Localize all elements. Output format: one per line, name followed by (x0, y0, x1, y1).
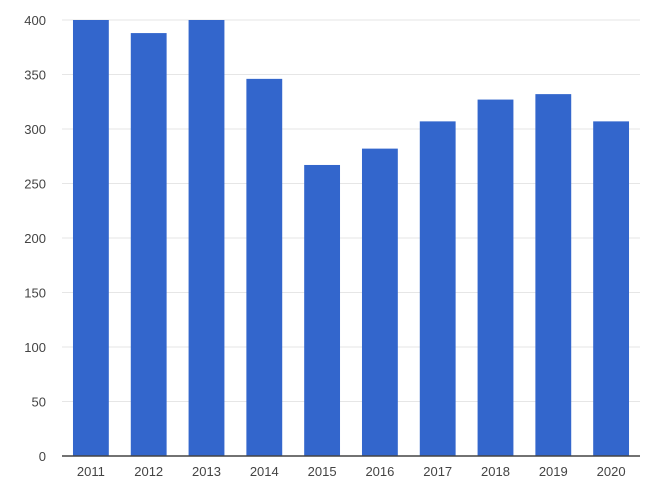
y-tick-label: 150 (24, 286, 46, 301)
x-tick-label: 2018 (481, 464, 510, 479)
y-tick-label: 200 (24, 231, 46, 246)
bar-2014 (246, 78, 283, 457)
x-axis-tick-labels: 2011 2012 2013 2014 2015 2016 2017 2018 2019 2020 (77, 464, 626, 479)
bar-2011 (72, 20, 109, 456)
bar-2020 (593, 121, 630, 457)
y-tick-label: 300 (24, 122, 46, 137)
bar-2019 (535, 94, 572, 457)
x-tick-label: 2016 (365, 464, 394, 479)
y-tick-label: 350 (24, 68, 46, 83)
x-tick-label: 2014 (250, 464, 279, 479)
y-tick-label: 0 (39, 449, 46, 464)
bar-2017 (419, 121, 456, 457)
x-tick-label: 2011 (77, 464, 105, 479)
bars (72, 20, 630, 457)
y-tick-label: 100 (24, 340, 46, 355)
bar-2015 (304, 164, 341, 456)
bar-2013 (188, 20, 225, 456)
y-tick-label: 250 (24, 177, 46, 192)
y-tick-label: 400 (24, 13, 46, 28)
bar-2016 (361, 148, 398, 456)
x-tick-label: 2012 (134, 464, 163, 479)
x-tick-label: 2015 (308, 464, 337, 479)
x-tick-label: 2020 (597, 464, 626, 479)
x-tick-label: 2013 (192, 464, 221, 479)
bar-2018 (477, 99, 514, 456)
x-tick-label: 2019 (539, 464, 568, 479)
x-tick-label: 2017 (423, 464, 452, 479)
bar-2012 (130, 33, 167, 457)
y-axis-tick-labels: 0 50 100 150 200 250 300 350 400 (24, 13, 46, 464)
y-tick-label: 50 (32, 395, 46, 410)
